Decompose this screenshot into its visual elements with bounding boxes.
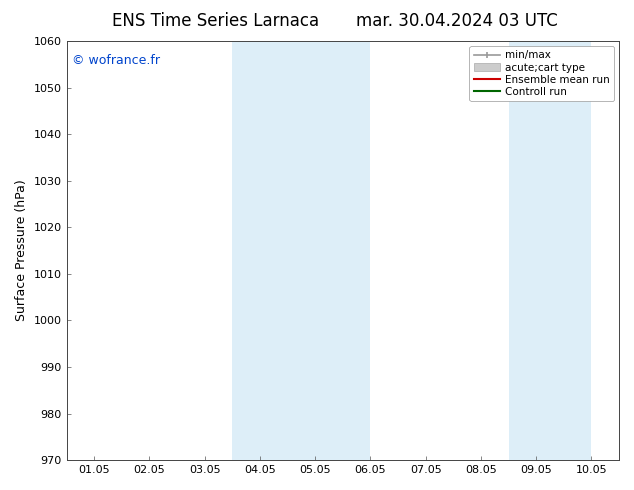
Y-axis label: Surface Pressure (hPa): Surface Pressure (hPa) xyxy=(15,180,28,321)
Bar xyxy=(232,41,315,460)
Text: mar. 30.04.2024 03 UTC: mar. 30.04.2024 03 UTC xyxy=(356,12,557,30)
Bar xyxy=(288,41,370,460)
Text: © wofrance.fr: © wofrance.fr xyxy=(72,53,160,67)
Bar xyxy=(508,41,592,460)
Text: ENS Time Series Larnaca: ENS Time Series Larnaca xyxy=(112,12,319,30)
Legend: min/max, acute;cart type, Ensemble mean run, Controll run: min/max, acute;cart type, Ensemble mean … xyxy=(469,46,614,101)
